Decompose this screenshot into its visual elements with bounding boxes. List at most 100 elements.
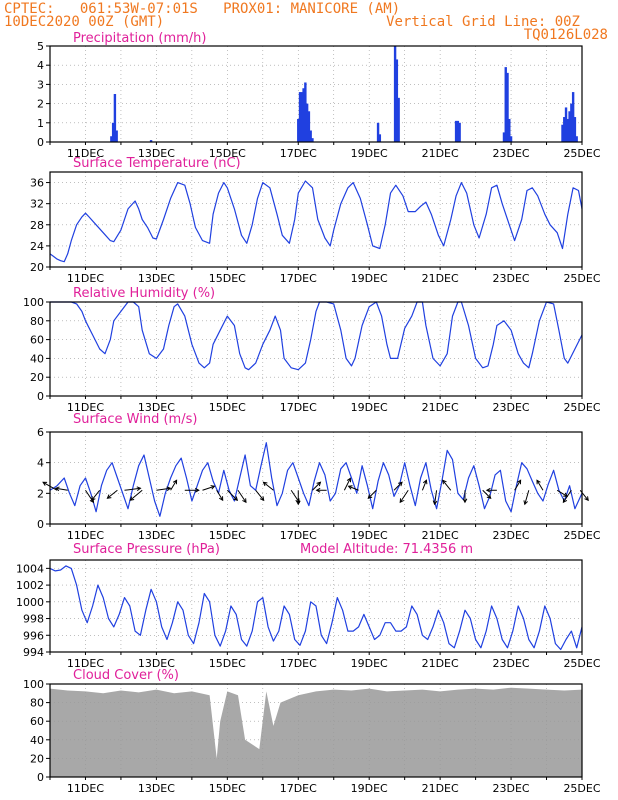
wind-arrow (255, 489, 265, 501)
wind-arrow-head (242, 498, 247, 504)
xtick-label: 23DEC (493, 657, 530, 670)
xtick-label: 15DEC (209, 529, 246, 542)
wind-arrow-head (262, 481, 268, 487)
panel-title: Surface Wind (m/s) (73, 412, 197, 427)
ytick-label: 1004 (16, 562, 44, 575)
xtick-label: 11DEC (67, 529, 104, 542)
xtick-label: 21DEC (422, 401, 459, 414)
panel-5: 0 20 40 60 80 100 11DEC 13DEC 15DEC 17DEC 19DEC 21D… (23, 668, 601, 795)
ytick-label: 1000 (16, 596, 44, 609)
wind-arrow (226, 489, 238, 501)
precip-bar (397, 97, 400, 142)
xtick-label: 11DEC (67, 401, 104, 414)
precip-bar (304, 82, 307, 142)
header-grid-note: Vertical Grid Line: 00Z (386, 14, 580, 30)
precip-bar (297, 118, 300, 142)
wind-arrow (107, 489, 118, 499)
xtick-label: 19DEC (351, 147, 388, 160)
xtick-label: 21DEC (422, 657, 459, 670)
wind-arrow (434, 490, 438, 505)
wind-arrow-head (316, 481, 322, 487)
xtick-label: 21DEC (422, 147, 459, 160)
series-line (49, 180, 583, 263)
ytick-label: 100 (23, 678, 44, 691)
ytick-label: 20 (30, 752, 44, 765)
ytick-label: 998 (23, 613, 44, 626)
ytick-label: 5 (37, 40, 44, 53)
xtick-label: 23DEC (493, 401, 530, 414)
ytick-label: 40 (30, 352, 44, 365)
xtick-label: 11DEC (67, 147, 104, 160)
ytick-label: 80 (30, 697, 44, 710)
wind-arrow-head (432, 500, 438, 506)
xtick-label: 17DEC (280, 529, 317, 542)
precip-bar (566, 118, 570, 142)
wind-arrow-head (233, 496, 239, 502)
ytick-label: 28 (30, 219, 44, 232)
panel-frame (49, 431, 583, 525)
header-line1: CPTEC: 061:53W-07:01S PROX01: MANICORE (… (4, 1, 401, 17)
xtick-label: 25DEC (563, 147, 600, 160)
precip-bar (568, 111, 571, 142)
panel-title: Surface Temperature (nC) (73, 156, 241, 171)
wind-arrow-head (54, 486, 60, 492)
wind-arrow (514, 480, 522, 491)
xtick-label: 11DEC (67, 272, 104, 285)
precip-bar (395, 59, 399, 142)
xtick-label: 21DEC (422, 272, 459, 285)
precip-bar (456, 120, 460, 142)
wind-arrow (393, 481, 403, 491)
wind-arrow (263, 481, 274, 491)
wind-arrow-head (485, 487, 491, 493)
wind-arrow-head (259, 496, 265, 502)
wind-arrow-head (422, 479, 428, 485)
panel-4: 994 996 998 1000 1002 1004 11DEC 13DEC 15DEC 17DE… (16, 542, 601, 670)
precip-bar (571, 92, 575, 142)
wind-arrow-head (562, 498, 568, 504)
panel-title: Precipitation (mm/h) (73, 31, 206, 46)
xtick-label: 13DEC (138, 272, 175, 285)
xtick-label: 19DEC (351, 401, 388, 414)
ytick-label: 0 (37, 136, 44, 149)
wind-arrow (442, 479, 452, 491)
ytick-label: 60 (30, 715, 44, 728)
xtick-label: 15DEC (209, 782, 246, 795)
wind-arrow-head (136, 486, 142, 492)
ytick-label: 20 (30, 371, 44, 384)
xtick-label: 17DEC (280, 657, 317, 670)
wind-arrow-head (523, 500, 528, 506)
precip-bar (115, 130, 118, 142)
precip-bar (302, 88, 305, 142)
ytick-label: 2 (37, 487, 44, 500)
wind-arrow-head (172, 479, 178, 485)
ytick-label: 0 (37, 390, 44, 403)
precip-bar (508, 118, 511, 142)
precip-bar (502, 132, 506, 142)
panel-frame (49, 683, 583, 778)
panel-0: 0 1 2 3 4 5 11DEC 13DEC 15DEC 17DEC 19DEC 21DEC 23DE… (37, 31, 601, 160)
precip-bar (454, 120, 458, 142)
precip-bar (561, 124, 564, 142)
xtick-label: 11DEC (67, 657, 104, 670)
series-line (49, 442, 583, 517)
ytick-label: 24 (30, 240, 44, 253)
wind-arrow (202, 485, 215, 491)
ytick-label: 100 (23, 296, 44, 309)
ytick-label: 0 (37, 771, 44, 784)
ytick-label: 32 (30, 198, 44, 211)
wind-arrow (367, 489, 377, 499)
ytick-label: 3 (37, 78, 44, 91)
xtick-label: 13DEC (138, 529, 175, 542)
wind-arrow-head (516, 479, 522, 485)
precip-bar (564, 107, 568, 142)
ytick-label: 996 (23, 629, 44, 642)
wind-arrow-head (398, 481, 403, 487)
wind-arrow (421, 480, 427, 491)
wind-arrow-head (166, 486, 172, 492)
xtick-label: 11DEC (67, 782, 104, 795)
xtick-label: 25DEC (563, 529, 600, 542)
wind-arrow-head (129, 496, 135, 501)
xtick-label: 19DEC (351, 272, 388, 285)
wind-arrow (524, 490, 530, 505)
ytick-label: 0 (37, 518, 44, 531)
